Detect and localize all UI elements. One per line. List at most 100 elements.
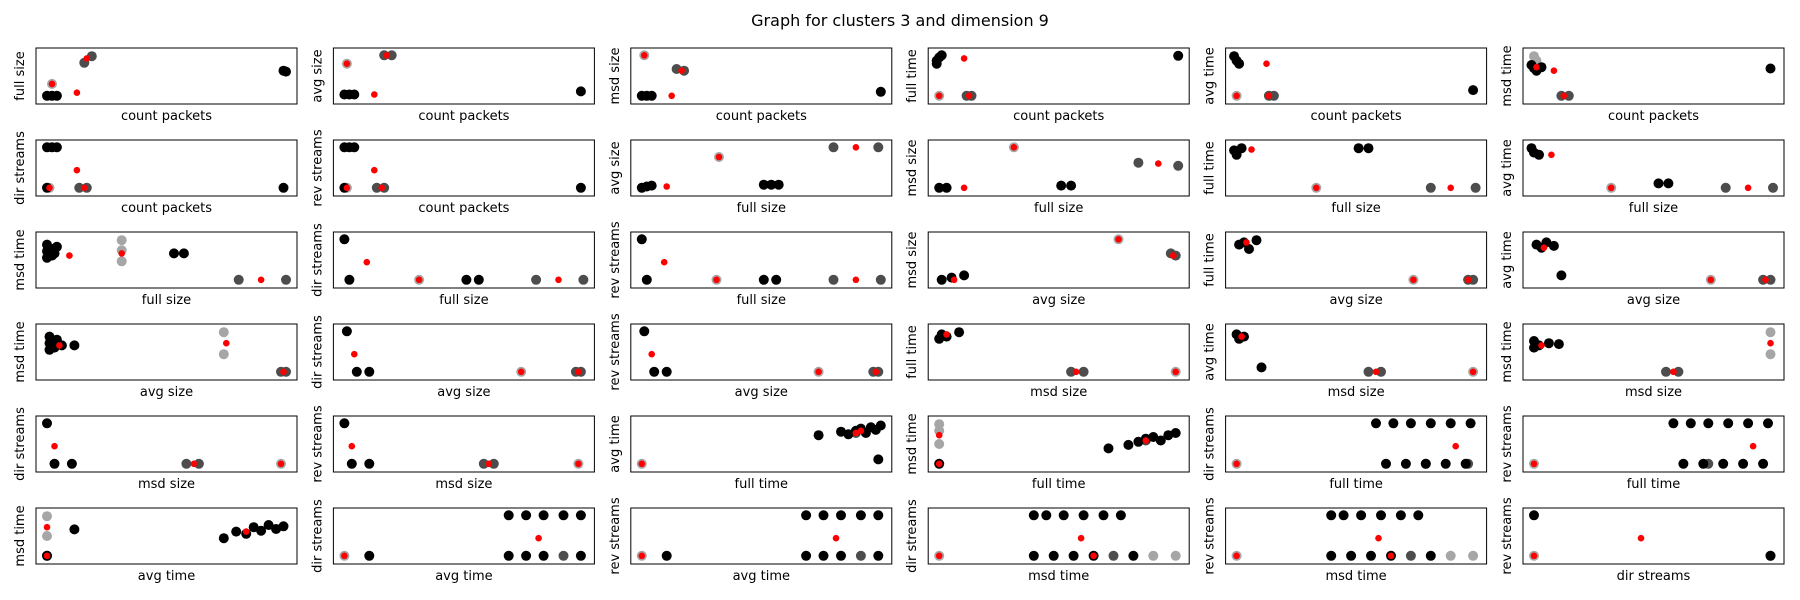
data-point <box>42 531 52 541</box>
data-point <box>344 274 355 285</box>
axes-frame <box>1225 231 1488 289</box>
x-axis-label: msd size <box>435 477 492 492</box>
data-point <box>1371 418 1381 429</box>
axes-frame <box>332 231 595 289</box>
data-point <box>1425 550 1436 561</box>
data-point <box>1058 510 1069 521</box>
x-axis-label: avg size <box>1329 293 1382 308</box>
scatter-panel: full time dir streams <box>1203 407 1488 492</box>
data-point <box>1743 418 1754 429</box>
data-point <box>461 274 472 285</box>
centroid-point <box>943 331 950 338</box>
centroid-point <box>277 460 285 468</box>
scatter-panel: full size full time <box>1203 139 1488 216</box>
data-point <box>1363 366 1374 377</box>
x-axis-label: count packets <box>1608 109 1699 124</box>
x-axis-label: full time <box>735 477 789 492</box>
centroid-point <box>383 52 391 59</box>
data-point <box>1765 550 1776 561</box>
centroid-point <box>660 258 668 266</box>
scatter-panel: msd size full time <box>905 323 1190 400</box>
data-point <box>1553 339 1564 350</box>
axes-frame <box>630 415 893 473</box>
data-point <box>641 274 652 285</box>
x-axis-label: full time <box>1032 477 1086 492</box>
y-axis-label: dir streams <box>310 315 325 389</box>
centroid-point <box>641 52 648 59</box>
y-axis-label: rev streams <box>1203 497 1218 574</box>
data-point <box>49 458 60 469</box>
centroid-point <box>1550 67 1558 74</box>
data-point <box>1723 418 1734 429</box>
figure-title: Graph for clusters 3 and dimension 9 <box>751 11 1049 30</box>
centroid-point <box>648 350 655 358</box>
y-axis-label: msd time <box>13 505 28 566</box>
data-point <box>1445 418 1456 429</box>
scatter-panel: full size avg size <box>608 139 893 216</box>
y-axis-label: msd size <box>905 231 920 288</box>
data-point <box>1170 550 1181 561</box>
data-point <box>801 510 812 521</box>
scatter-panel: msd size dir streams <box>13 407 298 492</box>
data-point <box>771 274 782 285</box>
data-point <box>646 180 657 191</box>
centroid-point <box>815 368 822 376</box>
centroid-point <box>51 442 58 450</box>
y-axis-label: msd time <box>13 229 28 290</box>
centroid-point <box>852 144 860 151</box>
data-point <box>256 525 267 536</box>
scatter-panel: count packets rev streams <box>310 129 595 216</box>
data-point <box>341 326 352 337</box>
data-point <box>661 550 672 561</box>
data-point <box>473 274 484 285</box>
data-point <box>1115 510 1126 521</box>
centroid-point <box>715 153 723 161</box>
data-point <box>1236 143 1247 154</box>
data-point <box>1148 432 1159 442</box>
data-point <box>1381 458 1391 469</box>
axes-frame <box>35 415 298 473</box>
data-point <box>1363 143 1374 154</box>
axes-frame <box>35 231 298 289</box>
data-point <box>371 182 382 193</box>
data-point <box>873 142 884 153</box>
x-axis-label: full size <box>1331 201 1380 216</box>
y-axis-label: full size <box>13 51 28 100</box>
data-point <box>169 248 179 259</box>
data-point <box>936 274 947 285</box>
centroid-point <box>1540 244 1548 251</box>
data-point <box>364 458 375 469</box>
centroid-point <box>1530 460 1538 468</box>
y-axis-label: rev streams <box>608 497 623 574</box>
data-point <box>538 510 549 521</box>
axes-frame <box>1225 323 1488 381</box>
scatter-panel: count packets avg time <box>1203 47 1488 124</box>
data-point <box>1028 510 1039 521</box>
centroid-point <box>1238 333 1245 340</box>
centroid-point <box>1169 252 1177 259</box>
centroid-point <box>378 184 386 192</box>
data-point <box>1763 418 1773 429</box>
scatter-panel: count packets msd size <box>608 47 893 124</box>
x-axis-label: avg size <box>437 385 490 400</box>
centroid-point <box>485 460 493 468</box>
y-axis-label: msd size <box>905 139 920 196</box>
data-point <box>813 430 824 441</box>
axes-frame <box>35 507 298 565</box>
data-point <box>836 510 846 521</box>
data-point <box>1268 90 1279 101</box>
centroid-point <box>1265 92 1273 100</box>
y-axis-label: dir streams <box>13 407 28 481</box>
scatter-panel: count packets msd time <box>1500 45 1785 124</box>
data-point <box>1738 458 1749 469</box>
centroid-point <box>1090 552 1097 560</box>
data-point <box>1465 418 1476 429</box>
centroid-point <box>1243 239 1250 246</box>
scatter-panel: full size dir streams <box>310 223 595 308</box>
centroid-point <box>950 276 958 284</box>
x-axis-label: dir streams <box>1617 569 1691 584</box>
y-axis-label: avg time <box>1203 47 1218 104</box>
x-axis-label: msd size <box>1030 385 1087 400</box>
data-point <box>1703 418 1714 429</box>
data-point <box>1068 550 1079 561</box>
